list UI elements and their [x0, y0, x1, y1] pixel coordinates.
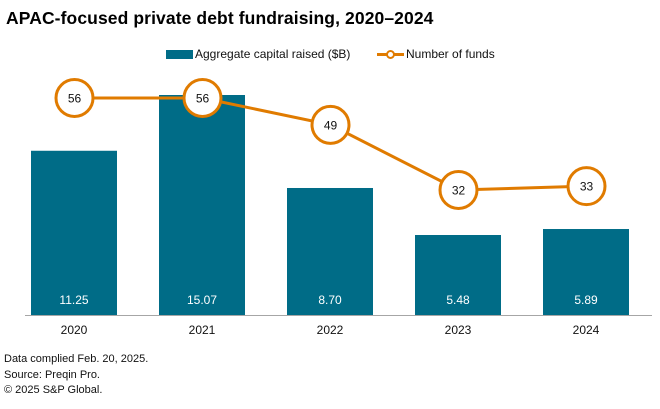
funds-marker-2024	[566, 166, 607, 207]
funds-marker-2020	[54, 78, 95, 118]
x-tick-2021: 2021	[189, 323, 216, 337]
bar-2020	[31, 150, 117, 315]
legend-bar-swatch	[166, 49, 193, 59]
bar-2022	[287, 187, 373, 315]
x-tick-2023: 2023	[445, 323, 472, 337]
footer-data-compiled: Data complied Feb. 20, 2025.	[4, 353, 149, 365]
legend: Aggregate capital raised ($B) Number of …	[0, 47, 660, 65]
legend-label-funds: Number of funds	[406, 47, 495, 61]
footer-source: Source: Preqin Pro.	[4, 368, 100, 381]
bar-label-2024: 5.89	[574, 293, 598, 307]
funds-label-2022: 49	[324, 118, 338, 132]
x-tick-2020: 2020	[61, 323, 88, 337]
footer-notes: Data complied Feb. 20, 2025. Source: Pre…	[4, 352, 148, 399]
funds-marker-2021	[182, 78, 223, 118]
x-tick-labels: 2020 2021 2022 2023 2024	[61, 323, 600, 337]
bar-data-labels: 11.25 15.07 8.70 5.48 5.89	[59, 293, 598, 307]
legend-line-swatch	[377, 47, 404, 61]
footer-copyright: © 2025 S&P Global.	[4, 384, 103, 396]
bar-label-2023: 5.48	[446, 293, 470, 307]
funds-label-2021: 56	[196, 92, 210, 106]
bar-2023	[415, 235, 501, 315]
chart-title: APAC-focused private debt fundraising, 2…	[6, 8, 434, 28]
bar-label-2021: 15.07	[187, 293, 217, 307]
funds-label-2024: 33	[580, 180, 594, 194]
bar-2024	[543, 229, 629, 315]
bar-2021	[159, 95, 245, 315]
funds-marker-2022	[310, 104, 351, 145]
legend-label-capital: Aggregate capital raised ($B)	[195, 47, 351, 61]
legend-item-funds: Number of funds	[377, 47, 495, 61]
x-tick-2022: 2022	[317, 323, 344, 337]
funds-marker-2023	[438, 170, 479, 210]
bar-series	[31, 95, 629, 315]
bar-label-2022: 8.70	[318, 293, 342, 307]
legend-item-capital: Aggregate capital raised ($B)	[166, 47, 350, 61]
x-tick-2024: 2024	[573, 323, 600, 337]
funds-markers: 56 56 49 32 33	[54, 78, 607, 210]
funds-label-2020: 56	[68, 92, 82, 106]
bar-label-2020: 11.25	[59, 293, 88, 307]
funds-label-2023: 32	[452, 184, 466, 198]
